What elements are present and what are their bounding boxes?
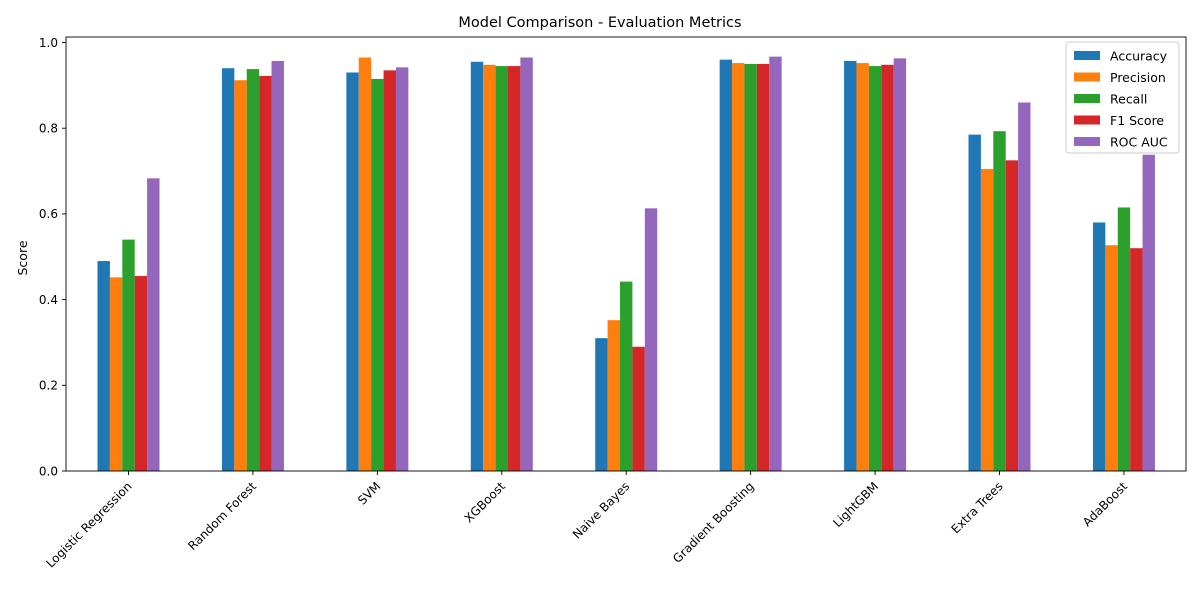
- x-tick-label: Gradient Boosting: [670, 479, 757, 566]
- x-tick-label: Naive Bayes: [570, 479, 632, 541]
- bar-f1-score-0: [134, 276, 148, 471]
- bar-f1-score-7: [1005, 160, 1019, 471]
- bar-recall-6: [868, 66, 882, 471]
- legend-swatch: [1074, 115, 1100, 125]
- legend-swatch: [1074, 72, 1100, 82]
- bar-precision-0: [109, 277, 123, 471]
- bar-precision-5: [732, 63, 745, 471]
- bar-accuracy-4: [595, 338, 608, 471]
- bar-f1-score-3: [507, 66, 521, 471]
- bar-accuracy-1: [221, 68, 235, 472]
- x-tick-label: Random Forest: [185, 479, 259, 553]
- bar-recall-0: [122, 239, 135, 471]
- bar-f1-score-2: [383, 70, 396, 471]
- bar-accuracy-0: [97, 261, 110, 471]
- bar-roc-auc-1: [271, 60, 284, 472]
- bar-roc-auc-0: [147, 178, 160, 471]
- bars-layer: [97, 56, 1155, 472]
- bar-f1-score-4: [632, 346, 645, 471]
- bar-recall-3: [495, 66, 508, 471]
- bar-roc-auc-8: [1142, 154, 1155, 471]
- bar-accuracy-2: [346, 72, 359, 471]
- bar-roc-auc-6: [893, 58, 907, 471]
- bar-recall-4: [620, 281, 633, 471]
- bar-f1-score-5: [756, 63, 770, 472]
- bar-precision-7: [980, 168, 994, 471]
- y-tick-label: 0.2: [39, 379, 58, 393]
- legend-swatch: [1074, 94, 1100, 103]
- bar-precision-2: [358, 57, 372, 471]
- bar-roc-auc-7: [1018, 102, 1031, 472]
- bar-precision-4: [607, 320, 621, 471]
- y-tick-label: 1.0: [39, 36, 58, 50]
- y-tick-label: 0.0: [39, 464, 58, 478]
- bar-accuracy-7: [968, 134, 981, 471]
- legend-label: Accuracy: [1110, 49, 1168, 64]
- bar-accuracy-6: [844, 60, 857, 472]
- x-tick-label: AdaBoost: [1080, 479, 1130, 529]
- bar-accuracy-8: [1092, 222, 1106, 471]
- bar-roc-auc-4: [644, 208, 658, 471]
- legend-label: Recall: [1110, 92, 1147, 107]
- x-tick-label: XGBoost: [462, 479, 508, 525]
- legend-box: [1065, 41, 1180, 154]
- bar-f1-score-6: [881, 64, 894, 471]
- legend: Accuracy Precision Recall F1 Score ROC AUC: [1065, 41, 1180, 154]
- legend-swatch: [1074, 51, 1100, 60]
- bar-roc-auc-5: [769, 56, 782, 471]
- bar-recall-2: [371, 78, 384, 472]
- chart-title: Model Comparison - Evaluation Metrics: [458, 15, 741, 31]
- bar-recall-8: [1117, 207, 1131, 471]
- y-tick-label: 0.8: [39, 122, 58, 136]
- y-tick-label: 0.6: [39, 207, 58, 221]
- bar-recall-7: [993, 131, 1006, 471]
- legend-swatch: [1074, 137, 1100, 146]
- bar-accuracy-5: [719, 59, 733, 471]
- bar-precision-6: [856, 63, 869, 471]
- bar-f1-score-8: [1130, 248, 1143, 471]
- bar-accuracy-3: [470, 61, 484, 471]
- legend-label: ROC AUC: [1110, 135, 1168, 150]
- bar-recall-5: [744, 63, 757, 472]
- x-tick-label: Extra Trees: [949, 479, 1006, 536]
- legend-label: Precision: [1110, 70, 1166, 85]
- x-tick-label: LightGBM: [830, 479, 881, 530]
- legend-label: F1 Score: [1110, 113, 1164, 128]
- bar-f1-score-1: [259, 75, 272, 472]
- x-tick-label: SVM: [355, 479, 383, 507]
- bar-precision-3: [483, 64, 496, 471]
- bar-precision-1: [234, 80, 247, 472]
- y-axis-label: Score: [15, 240, 30, 275]
- bar-roc-auc-2: [395, 67, 409, 471]
- bar-precision-8: [1105, 245, 1118, 471]
- y-tick-label: 0.4: [39, 293, 58, 307]
- x-tick-label: Logistic Regression: [43, 479, 134, 570]
- bar-roc-auc-3: [520, 57, 533, 471]
- bar-recall-1: [246, 69, 260, 471]
